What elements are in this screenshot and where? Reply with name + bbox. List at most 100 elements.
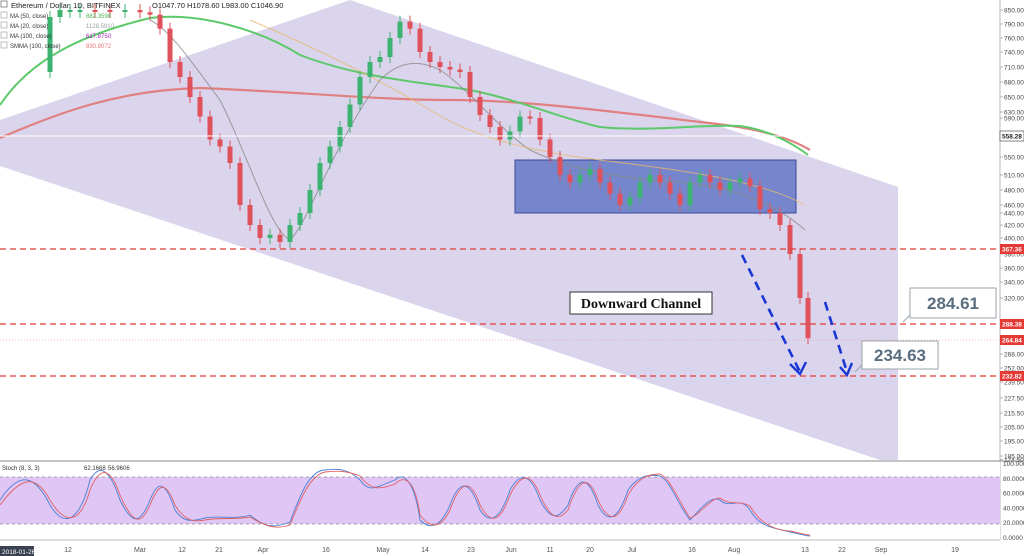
price-badge-text: 558.28	[1002, 134, 1022, 141]
price-tick-label: 320.00	[1004, 295, 1024, 302]
price-tick-label: 252.00	[1004, 365, 1024, 372]
candle-body	[227, 146, 233, 163]
candle-body	[727, 182, 733, 190]
price-badge	[1000, 335, 1024, 345]
price-badge-text: 232.82	[1002, 374, 1022, 381]
price-tick-label: 380.00	[1004, 251, 1024, 258]
time-tick-label: 11	[546, 547, 553, 554]
callout-234-text: 234.63	[874, 346, 926, 365]
price-tick-label: 340.00	[1004, 279, 1024, 286]
price-tick-label: 174.50	[1004, 457, 1024, 464]
smma-line	[0, 86, 811, 151]
legend-toggle-icon[interactable]	[0, 41, 8, 49]
stoch-label: Stoch (8, 3, 3)	[2, 466, 40, 472]
price-tick-label: 590.00	[1004, 115, 1024, 122]
indicator-value: 830.9072	[86, 44, 112, 50]
candle-body	[157, 14, 163, 29]
candle-body	[697, 175, 703, 183]
stoch-d-line	[0, 470, 811, 536]
candle-body	[567, 175, 573, 183]
price-badge	[1000, 244, 1024, 254]
stoch-band	[0, 477, 1000, 524]
ohlc-values: O1047.70 H1078.60 L983.00 C1046.90	[152, 1, 283, 10]
candle-body	[597, 169, 603, 183]
price-tick-label: 480.00	[1004, 187, 1024, 194]
candle-body	[637, 182, 643, 198]
callout-284-box	[909, 287, 997, 319]
candle-body	[237, 163, 243, 205]
candle-body	[667, 182, 673, 194]
indicator-label: MA (50, close)	[10, 14, 48, 20]
candle-body	[177, 62, 183, 77]
candle-body	[187, 77, 193, 97]
price-badge	[1000, 319, 1024, 329]
time-tick-label: Apr	[258, 547, 270, 554]
legend-toggle-icon[interactable]	[0, 31, 8, 39]
collapse-icon[interactable]	[0, 0, 8, 8]
candle-body	[147, 12, 153, 15]
price-tick-label: 760.00	[1004, 35, 1024, 42]
price-tick-label: 790.00	[1004, 21, 1024, 28]
candle-body	[307, 190, 313, 213]
candle-body	[122, 10, 128, 12]
time-tick-label: 22	[838, 547, 846, 554]
time-tick-label: 16	[688, 547, 696, 554]
legend-toggle-icon[interactable]	[0, 21, 8, 29]
time-tick-label: 12	[178, 547, 186, 554]
price-tick-label: 360.00	[1004, 265, 1024, 272]
stoch-d-value: 56.9606	[108, 466, 130, 472]
candle-body	[517, 116, 523, 132]
time-axis-labels: 12 Mar 12 21 Apr 16 May 14 23 Jun 11 20 Jul 16 Aug 13 22…	[64, 547, 959, 554]
price-tick-label: 510.00	[1004, 172, 1024, 179]
price-badge-text: 264.84	[1002, 338, 1022, 345]
indicator-label: MA (20, close)	[10, 24, 48, 30]
candle-body	[537, 118, 543, 140]
price-tick-label: 227.50	[1004, 395, 1024, 402]
candle-body	[617, 193, 623, 205]
symbol-title: Ethereum / Dollar, 1D, BITFINEX	[11, 1, 121, 10]
stoch-tick-label: 80.0000	[1003, 476, 1024, 483]
channel-label-box	[569, 291, 713, 315]
stoch-k-value: 62.1668	[84, 466, 106, 472]
candle-body	[657, 175, 663, 183]
candle-body	[607, 182, 613, 194]
candle-body	[737, 178, 743, 183]
price-tick-label: 460.00	[1004, 202, 1024, 209]
price-axis-labels: 850.00 790.00 760.00 740.00 710.00 680.00 650.…	[999, 7, 1024, 464]
time-tick-label: 16	[322, 547, 330, 554]
date-badge	[0, 546, 34, 556]
arrow-1	[740, 254, 802, 373]
channel-label: Downward Channel	[581, 297, 701, 312]
candle-body	[457, 69, 463, 72]
price-tick-label: 740.00	[1004, 49, 1024, 56]
stoch-tick-label: 0.0000	[1003, 535, 1023, 542]
candle-body	[297, 213, 303, 225]
candle-body	[347, 104, 353, 127]
price-tick-label: 650.00	[1004, 94, 1024, 101]
candle-body	[317, 163, 323, 190]
candle-body	[67, 10, 73, 12]
candle-body	[167, 28, 173, 63]
ma-legend: MA (50, close) 882.3598 MA (20, close) 1128…	[0, 11, 115, 50]
candle-body	[747, 178, 753, 187]
price-tick-label: 268.00	[1004, 351, 1024, 358]
time-tick-label: Jul	[628, 547, 637, 554]
stoch-tick-label: 20.0000	[1003, 520, 1024, 527]
candle-body	[137, 10, 143, 13]
candle-body	[337, 127, 343, 147]
stoch-tick-label: 100.0000	[1003, 461, 1024, 468]
candle-body	[77, 10, 83, 12]
candle-body	[467, 72, 473, 97]
time-tick-label: Jun	[505, 547, 516, 554]
candle-body	[447, 67, 453, 70]
arrow-2	[823, 301, 849, 373]
time-tick-label: May	[376, 547, 390, 554]
candle-body	[487, 115, 493, 127]
candle-body	[47, 17, 53, 72]
legend-toggle-icon[interactable]	[0, 11, 8, 19]
time-tick-label: 19	[951, 547, 959, 554]
candle-body	[557, 157, 563, 175]
candle-body	[707, 175, 713, 183]
